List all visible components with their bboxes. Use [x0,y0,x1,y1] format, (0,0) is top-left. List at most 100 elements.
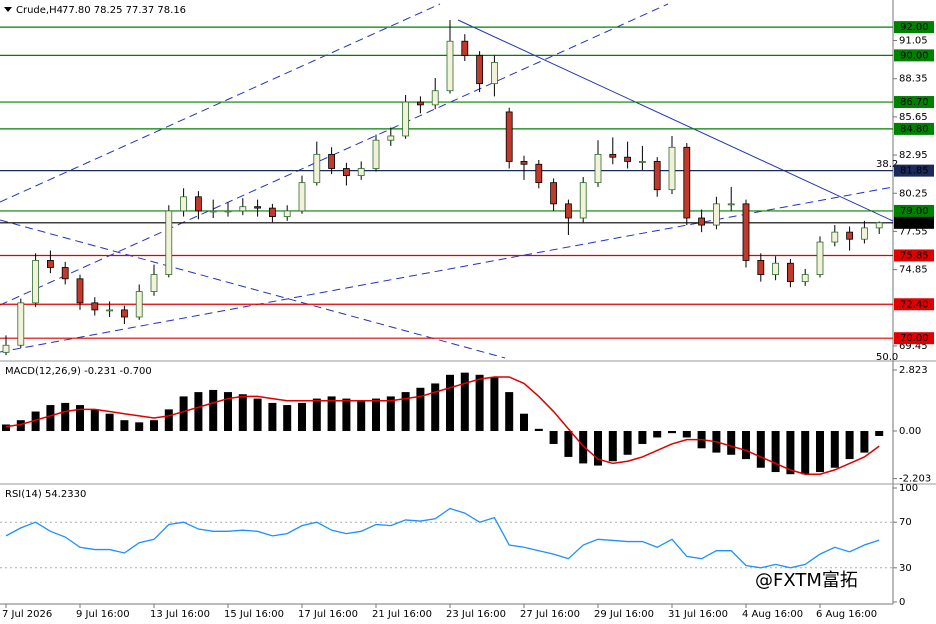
x-tick-label: 17 Jul 16:00 [298,609,358,620]
channel-line [0,3,441,203]
level-box [894,298,934,311]
macd-bar [742,430,750,460]
candle-body [639,161,646,163]
candle-body [283,210,291,217]
macd-bar [342,398,351,431]
candle-body [328,153,336,169]
x-tick-label: 15 Jul 16:00 [224,609,284,620]
y-tick-label: 69.45 [899,341,928,352]
candle-body [32,260,39,304]
fib-label: 38.2 [876,159,898,170]
candle-body [565,203,572,219]
candle-body [683,146,691,219]
candle-body [106,309,113,312]
level-label: 81.85 [900,166,929,177]
macd-bar [31,411,40,431]
level-label: 78.16 [900,218,929,229]
macd-bar [105,413,114,431]
macd-bar [327,396,336,431]
candle-body [61,267,69,280]
macd-bar [179,396,188,431]
macd-bar [475,374,484,431]
fib-label: 50.0 [876,352,898,363]
candle-body [668,146,676,191]
candle-body [209,210,217,213]
macd-bar [638,430,647,444]
macd-bar [505,392,514,431]
level-label: 70.00 [900,333,929,344]
macd-bar [61,402,70,431]
candle-body [535,163,543,184]
candle-body [135,291,143,318]
candle-body [224,210,232,213]
y-tick-label: 30 [899,563,912,574]
level-label: 84.80 [900,124,929,135]
y-tick-label: 80.25 [899,188,928,199]
macd-bar [682,430,691,438]
candle-body [2,344,10,353]
candle-body [550,182,557,205]
macd-bar [579,430,588,464]
level-label: 79.00 [900,206,929,217]
candle-body [772,262,779,275]
ohlc: 77.80 78.25 77.37 78.16 [62,5,186,16]
x-tick-label: 6 Aug 16:00 [816,609,877,620]
level-box [894,249,934,262]
level-box [894,164,934,177]
macd-bar [431,383,440,431]
candle-body [505,111,513,162]
x-tick-label: 31 Jul 16:00 [668,609,728,620]
macd-bar [801,430,810,475]
macd-bar [150,420,158,431]
candle-body [91,302,99,311]
macd-bar [564,430,573,457]
macd-bar [416,387,425,431]
candle-body [254,206,262,209]
candle-body [579,182,587,219]
candle-body [298,182,306,212]
x-tick-label: 27 Jul 16:00 [520,609,580,620]
macd-bar [460,372,469,431]
y-tick-label: 88.35 [899,74,928,85]
macd-bar [446,374,454,431]
macd-bar [298,402,306,431]
candle-body [121,309,128,318]
candle-body [402,101,410,137]
y-tick-label: 77.55 [899,226,928,237]
macd-bar [16,420,25,431]
macd-bar [312,398,321,431]
level-label: 86.70 [900,97,929,108]
candle-body [624,156,631,162]
macd-bar [860,430,869,453]
y-tick-label: 70 [899,517,912,528]
macd-bar [490,376,499,431]
level-label: 92.00 [900,22,929,33]
candle-body [268,207,276,217]
y-tick-label: 100 [899,483,918,494]
level-box [894,49,934,62]
rsi-line [5,507,880,569]
macd-bar [401,392,410,431]
candle-body [47,260,54,268]
macd-bar [623,430,632,455]
macd-bar [845,430,854,460]
macd-bar [238,394,247,431]
macd-bar [520,413,528,431]
level-box [894,96,934,109]
macd-bar [164,409,173,431]
candle-body [194,196,202,212]
candle-body [461,40,469,56]
candle-body [416,101,424,106]
macd-bar [357,400,366,431]
x-tick-label: 13 Jul 16:00 [150,609,210,620]
macd-bar [209,389,218,431]
level-box [894,122,934,135]
level-label: 90.00 [900,50,929,61]
symbol: Crude,H4 [16,5,63,16]
candle-body [816,241,824,275]
candle-body [757,260,765,275]
x-tick-label: 23 Jul 16:00 [446,609,506,620]
candle-body [387,135,395,141]
